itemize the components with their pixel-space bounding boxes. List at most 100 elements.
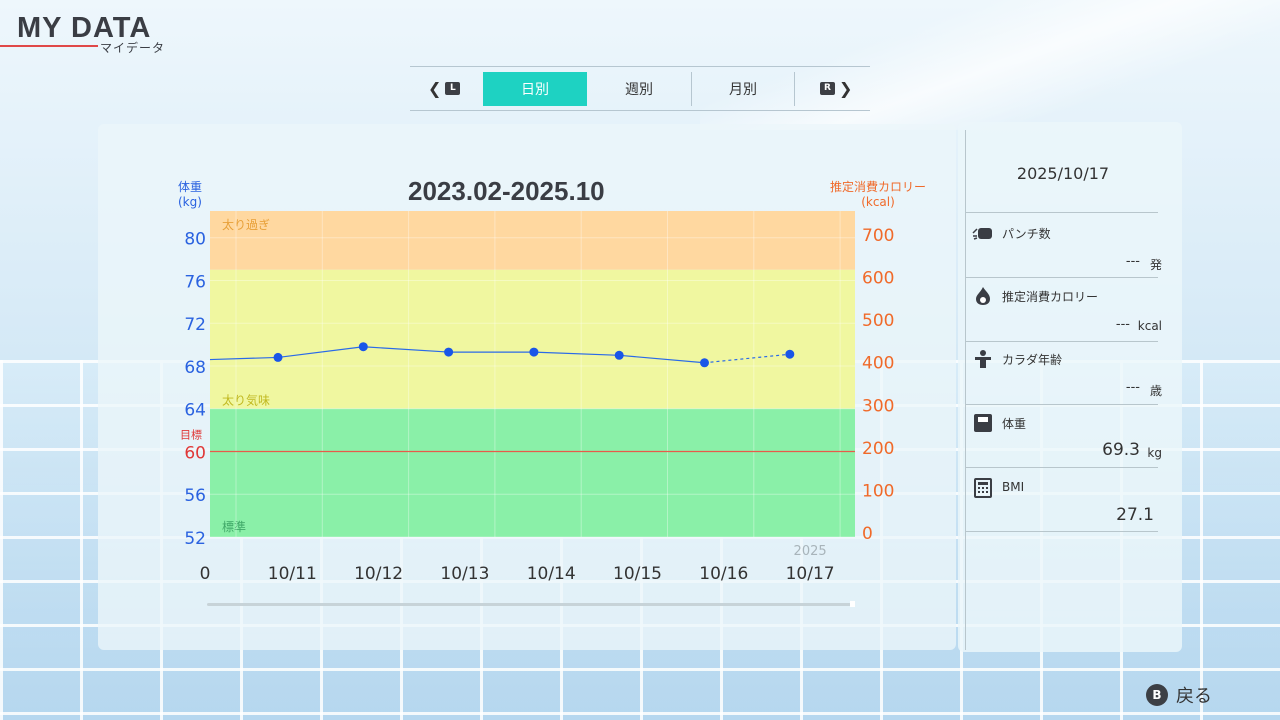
calorie-label: 推定消費カロリー xyxy=(1002,290,1099,304)
selected-date: 2025/10/17 xyxy=(1016,164,1110,183)
bmi-value: 27.1 xyxy=(1116,505,1154,525)
body-icon xyxy=(972,348,994,370)
zone-band xyxy=(210,211,855,270)
data-point xyxy=(444,347,454,357)
y-right-label-line-2: (kcal) xyxy=(861,195,895,209)
back-label: 戻る xyxy=(1176,686,1212,707)
chevron-left-icon: ❮ xyxy=(428,79,442,98)
y-left-tick-label: 68 xyxy=(184,358,206,378)
data-point xyxy=(785,349,795,359)
bmi-item: BMI 27.1 xyxy=(972,477,1162,539)
series-segment xyxy=(619,354,705,364)
tab-monthly[interactable]: 月別 xyxy=(691,72,795,106)
chevron-right-icon: ❯ xyxy=(839,79,853,98)
punch-count-item: パンチ数 --- 発 xyxy=(972,222,1162,284)
y-left-tick-label: 56 xyxy=(184,486,206,506)
punch-count-label: パンチ数 xyxy=(1002,227,1051,241)
x-tick-label: 10/15 xyxy=(613,564,662,584)
zone-band xyxy=(210,269,855,409)
series-segment xyxy=(533,351,620,356)
y-left-tick-label: 64 xyxy=(184,401,206,421)
series-segment xyxy=(209,356,279,361)
y-right-tick-label: 200 xyxy=(862,439,894,459)
chart-scrollbar[interactable] xyxy=(207,601,855,607)
weight-unit: kg xyxy=(1147,446,1162,460)
chart-scroll-thumb[interactable] xyxy=(850,601,855,607)
series-segment xyxy=(363,346,449,353)
y-right-tick-label: 0 xyxy=(862,524,873,544)
zone-label: 太り気味 xyxy=(222,393,270,408)
background-light-streak xyxy=(700,0,1280,130)
body-age-value: --- xyxy=(1125,380,1140,395)
x-tick-label: 10/17 xyxy=(786,564,835,584)
panel-divider xyxy=(965,130,966,650)
data-point xyxy=(529,347,539,357)
scale-icon xyxy=(972,412,994,434)
punch-count-value: --- xyxy=(1125,254,1140,269)
bmi-label: BMI xyxy=(1002,480,1025,494)
y-left-tick-label: 80 xyxy=(184,230,206,250)
goal-label: 目標 xyxy=(180,427,202,441)
series-segment xyxy=(704,353,790,364)
prev-tab-button[interactable]: ❮ L xyxy=(428,79,461,98)
y-left-axis-label: 体重 (kg) xyxy=(178,180,202,210)
calculator-icon xyxy=(972,477,994,499)
back-button[interactable]: B 戻る xyxy=(1146,682,1212,708)
body-age-item: カラダ年齢 --- 歳 xyxy=(972,348,1162,410)
tab-weekly[interactable]: 週別 xyxy=(625,82,653,98)
weight-value: 69.3 xyxy=(1102,440,1140,460)
b-button-icon: B xyxy=(1146,684,1168,706)
y-right-tick-label: 500 xyxy=(862,311,894,331)
punch-icon xyxy=(972,222,994,244)
data-point xyxy=(700,358,709,368)
side-separator xyxy=(966,341,1158,342)
side-separator xyxy=(966,277,1158,278)
side-separator xyxy=(966,212,1158,213)
body-age-unit: 歳 xyxy=(1149,384,1162,398)
flame-icon xyxy=(972,285,994,307)
calorie-item: 推定消費カロリー --- kcal xyxy=(972,285,1162,347)
body-age-label: カラダ年齢 xyxy=(1002,353,1063,367)
x-tick-label: 0 xyxy=(200,564,211,584)
calorie-value: --- xyxy=(1115,317,1130,332)
side-separator xyxy=(966,404,1158,405)
y-right-axis-label: 推定消費カロリー (kcal) xyxy=(818,180,938,210)
calorie-unit: kcal xyxy=(1137,319,1162,333)
tab-daily[interactable]: 日別 xyxy=(483,72,587,106)
data-point xyxy=(358,342,368,352)
y-left-label-line-1: 体重 xyxy=(178,180,203,194)
y-right-tick-label: 400 xyxy=(862,354,894,374)
y-left-tick-label: 76 xyxy=(184,272,206,292)
next-tab-button[interactable]: R ❯ xyxy=(820,79,852,98)
x-tick-label: 10/11 xyxy=(268,564,317,584)
year-label: 2025 xyxy=(794,544,827,559)
title-underline xyxy=(0,45,98,47)
x-tick-label: 10/14 xyxy=(527,564,576,584)
period-tab-bar: ❮ L 日別 週別 月別 R ❯ xyxy=(410,66,870,111)
side-separator xyxy=(966,467,1158,468)
x-tick-label: 10/16 xyxy=(699,564,748,584)
l-key-icon: L xyxy=(445,82,461,95)
zone-label: 太り過ぎ xyxy=(222,217,270,232)
y-left-label-line-2: (kg) xyxy=(178,195,202,209)
page-subtitle: マイデータ xyxy=(100,41,166,55)
x-tick-label: 10/13 xyxy=(440,564,489,584)
y-left-tick-label: 72 xyxy=(184,315,206,335)
x-tick-label: 10/12 xyxy=(354,564,403,584)
zone-label: 標準 xyxy=(222,519,246,534)
data-point xyxy=(273,352,283,362)
y-right-label-line-1: 推定消費カロリー xyxy=(829,180,926,194)
weight-label: 体重 xyxy=(1002,417,1027,431)
chart-title: 2023.02-2025.10 xyxy=(408,176,605,206)
y-left-tick-label: 52 xyxy=(184,529,206,549)
y-right-tick-label: 100 xyxy=(862,481,894,501)
y-right-tick-label: 600 xyxy=(862,269,894,289)
y-right-tick-label: 700 xyxy=(862,226,894,246)
data-point xyxy=(614,350,624,360)
punch-count-unit: 発 xyxy=(1149,258,1162,272)
series-segment xyxy=(277,346,364,359)
side-separator xyxy=(966,531,1158,532)
y-right-tick-label: 300 xyxy=(862,396,894,416)
weight-item: 体重 69.3 kg xyxy=(972,412,1162,474)
